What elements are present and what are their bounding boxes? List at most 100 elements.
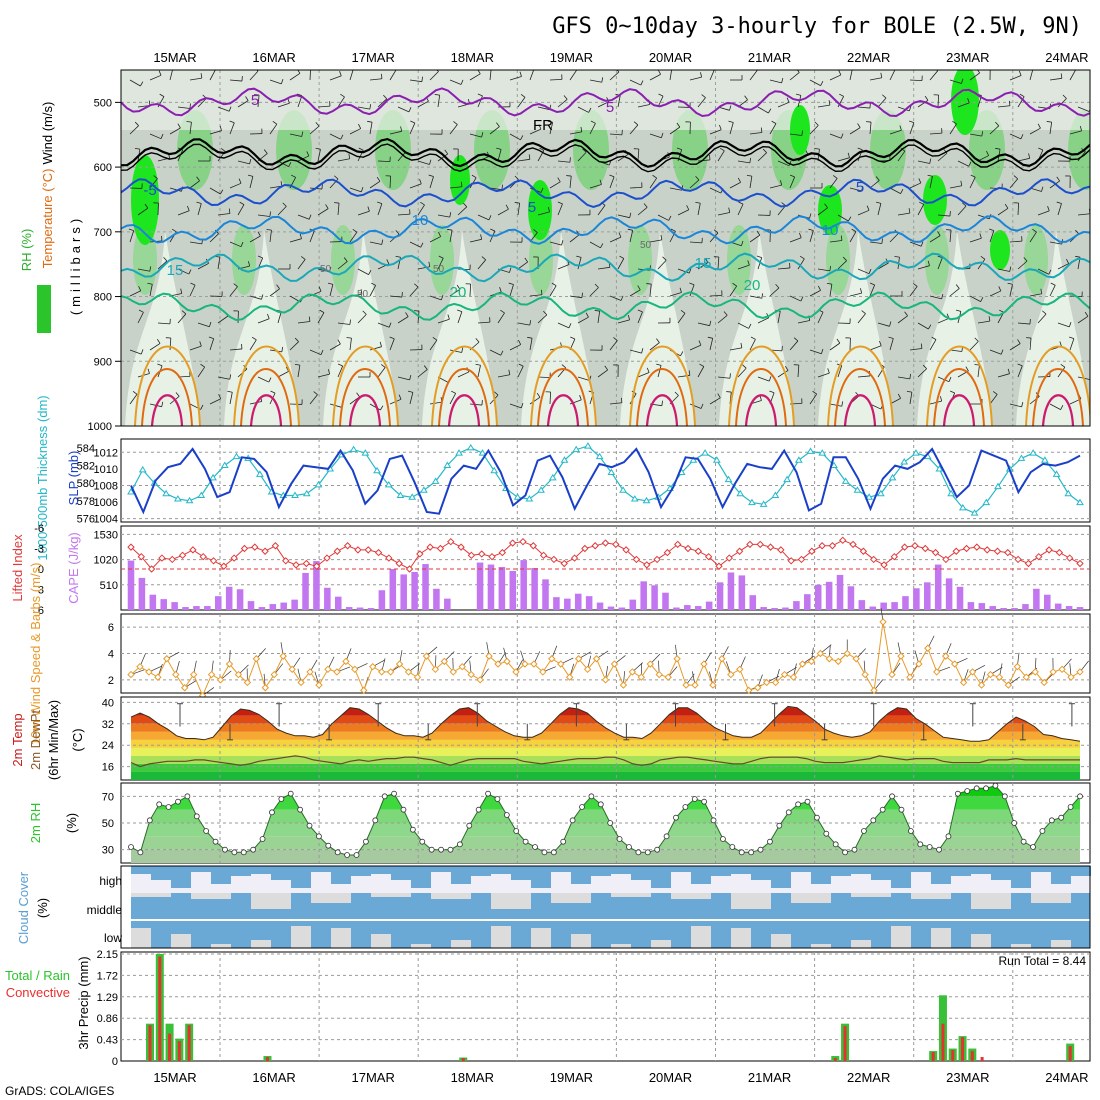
thickness-line-marker (794, 456, 803, 463)
wind-barb-flag (518, 363, 524, 367)
wind-barb (129, 349, 142, 355)
thickness-line-marker (291, 491, 299, 499)
cloud-high-block (391, 866, 411, 880)
wind-speed-line-marker (565, 673, 574, 681)
wind-barb (437, 318, 450, 324)
lifted-index-line-marker (973, 543, 981, 551)
cloud-high-block (131, 866, 151, 874)
cloud-frame (120, 865, 1091, 949)
wind-barb (349, 128, 361, 135)
wind-barb-flag (527, 336, 533, 339)
cape-bar (978, 603, 986, 610)
lifted-index-line-marker (508, 539, 517, 547)
wind-speed-line-marker (1040, 678, 1048, 687)
wind-barb (869, 241, 882, 244)
slp-axis-label: SLP (mb) (66, 451, 81, 506)
wind-barb-flag (1060, 405, 1064, 410)
cape-bar (1044, 594, 1051, 610)
wind-barb-flag (667, 67, 672, 68)
wind-barb-flag (839, 93, 844, 97)
wind-barb-flag (676, 147, 682, 150)
wind-speed-line-marker (512, 668, 520, 676)
rh-line-marker (701, 798, 708, 805)
wind-barb-flag (908, 106, 912, 112)
wind-barb-flag (209, 321, 212, 327)
cape-bar (891, 602, 898, 610)
wind-barb-flag (529, 67, 534, 69)
cloud-low-gap (731, 928, 751, 948)
wind-barb (409, 79, 422, 83)
cloud-low-gap (211, 944, 231, 948)
wind-barb (417, 369, 428, 378)
wind-speed-line-marker (771, 678, 780, 687)
wind-barb (937, 214, 950, 217)
wind-barb-flag (395, 255, 401, 258)
wind-barb (917, 368, 927, 378)
wind-barb-flag (1004, 203, 1009, 209)
wind-barb (949, 123, 957, 135)
wind-barb (537, 211, 550, 216)
wind-barb (569, 176, 572, 189)
precip-axis-label: 3hr Precip (mm) (76, 956, 91, 1049)
wind-barb-flag (186, 121, 192, 123)
wind-barb (997, 373, 1010, 378)
cloud-middle-gap (731, 893, 771, 909)
wind-barb-flag (421, 76, 423, 82)
wind-barb-flag (1023, 257, 1028, 262)
wind-barb (737, 203, 744, 216)
wind-barb-flag (163, 256, 168, 262)
wind-barb-flag (700, 403, 704, 409)
wind-barb-flag (566, 175, 572, 177)
isotherm-25 (827, 345, 894, 426)
wind-barb (837, 365, 843, 378)
cape-bar (924, 582, 931, 610)
rh-tick-label: 30 (102, 845, 114, 857)
date-label-21mar: 21MAR (748, 1070, 791, 1085)
date-label-15mar: 15MAR (153, 50, 196, 65)
wind-barb (949, 79, 962, 84)
wind-barb (409, 122, 416, 135)
cape-bar (247, 601, 255, 610)
wind-barb-flag (301, 131, 304, 137)
wind-barb-flag (368, 270, 372, 275)
wind-barb-flag (970, 174, 976, 178)
thickness-line-marker (1029, 449, 1038, 456)
wind-barb (937, 152, 948, 162)
wind-barb-flag (688, 268, 692, 274)
wind-barb (609, 402, 622, 405)
wind-speed-line-marker (521, 660, 529, 668)
wind-speed-line-marker (306, 668, 314, 676)
wind-barb (729, 122, 734, 135)
rh-line-marker (165, 804, 172, 810)
lifted-index-line-marker (560, 559, 568, 568)
wind-barb (149, 178, 158, 189)
cloud-low-gap (891, 926, 911, 948)
rh-line-marker (907, 828, 914, 834)
wind-barb-flag (912, 283, 918, 287)
wind-barb (937, 376, 950, 383)
wind-barb (597, 369, 608, 378)
wind-barb (777, 311, 781, 324)
wind-barb-flag (821, 348, 824, 354)
cape-axis-label: CAPE (J/kg) (66, 532, 81, 604)
wind-barb (649, 342, 660, 351)
cape-bar (869, 606, 877, 610)
wind-barb (197, 98, 207, 108)
rh-line-marker (146, 817, 153, 824)
rh-moist-blob (925, 225, 949, 295)
lifted-index-line-marker (1004, 548, 1012, 557)
wind-barb-flag (637, 285, 641, 291)
wind-barb (897, 315, 908, 324)
rh-line-marker (673, 814, 679, 821)
lifted-index-line-marker (416, 550, 424, 558)
cape-bar (651, 585, 658, 610)
wind-barb (829, 284, 833, 297)
wind-barb (1017, 202, 1020, 216)
wind-barb (329, 403, 342, 408)
rh-line-marker (983, 785, 989, 792)
wind-barb (989, 125, 1000, 135)
wind-barb (1069, 130, 1082, 135)
wind-barb (877, 97, 887, 108)
wind-barb-flag (808, 228, 814, 231)
wind-barb-flag (447, 314, 450, 320)
